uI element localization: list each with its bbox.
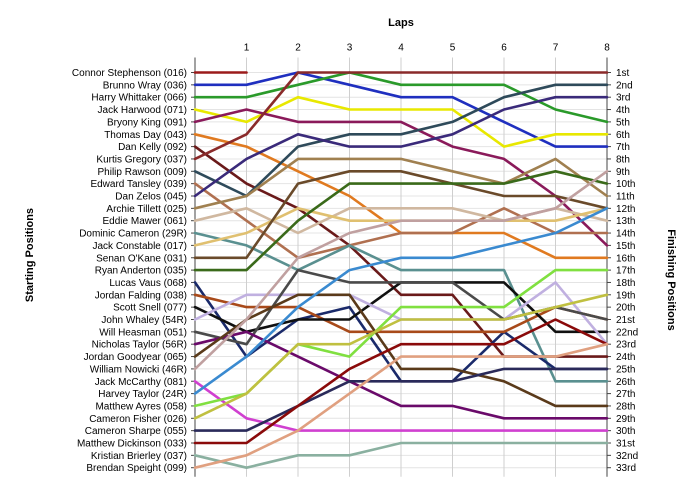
driver-label: Thomas Day (043) (104, 130, 187, 141)
finish-position-label: 7th (616, 142, 630, 153)
lap-tick-label: 5 (450, 43, 456, 54)
lap-tick-label: 2 (295, 43, 301, 54)
series-line (193, 367, 609, 432)
driver-label: Matthew Ayres (058) (95, 401, 187, 412)
series-line (193, 95, 609, 198)
lap-tick-label: 4 (398, 43, 404, 54)
finish-position-label: 2nd (616, 80, 633, 91)
driver-label: Will Heasman (051) (99, 327, 187, 338)
finish-position-label: 1st (616, 68, 630, 79)
lap-tick-label: 3 (347, 43, 353, 54)
driver-label: Cameron Fisher (026) (89, 414, 187, 425)
series-line (193, 83, 609, 198)
driver-label: Dan Zelos (045) (115, 192, 187, 203)
finish-position-label: 21st (616, 315, 635, 326)
driver-label: Harvey Taylor (24R) (98, 389, 187, 400)
driver-label: Nicholas Taylor (56R) (92, 340, 187, 351)
series-line (193, 342, 609, 470)
driver-label: Philip Rawson (009) (98, 167, 188, 178)
lap-tick-label: 7 (553, 43, 559, 54)
driver-label: Brunno Wray (036) (103, 80, 187, 91)
finish-position-label: 9th (616, 167, 630, 178)
finish-position-label: 17th (616, 266, 635, 277)
driver-label: Jack McCarthy (081) (95, 377, 187, 388)
driver-label: Eddie Mawer (061) (103, 216, 187, 227)
driver-label: Edward Tansley (039) (90, 179, 187, 190)
finish-position-label: 27th (616, 389, 635, 400)
finish-position-label: 16th (616, 253, 635, 264)
driver-label: Jack Constable (017) (93, 241, 188, 252)
finish-position-label: 14th (616, 229, 635, 240)
finish-position-label: 15th (616, 241, 635, 252)
grid (191, 57, 611, 477)
driver-label: John Whaley (54R) (101, 315, 187, 326)
series-line (193, 207, 609, 395)
series-line (193, 157, 609, 210)
driver-label: Dominic Cameron (29R) (79, 229, 187, 240)
series-lines (193, 71, 609, 470)
driver-label: Jordan Falding (038) (95, 290, 187, 301)
driver-label: William Nowicki (46R) (90, 364, 187, 375)
finish-position-label: 26th (616, 377, 635, 388)
driver-label: Kristian Brierley (037) (91, 451, 187, 462)
finish-position-label: 29th (616, 414, 635, 425)
finish-position-label: 33rd (616, 463, 636, 474)
finish-position-label: 22nd (616, 327, 638, 338)
finish-position-label: 18th (616, 278, 635, 289)
finish-position-label: 3rd (616, 93, 630, 104)
driver-label: Senan O'Kane (031) (96, 253, 187, 264)
series-line (193, 170, 609, 272)
right-axis-title: Finishing Positions (665, 229, 677, 330)
driver-label: Matthew Dickinson (033) (77, 439, 187, 450)
finish-position-label: 24th (616, 352, 635, 363)
series-line (193, 293, 609, 420)
series-line (193, 170, 609, 371)
driver-label: Archie Tillett (025) (106, 204, 187, 215)
driver-label: Harry Whittaker (066) (91, 93, 187, 104)
series-line (193, 293, 609, 408)
finish-position-label: 28th (616, 401, 635, 412)
driver-label: Ryan Anderton (035) (95, 266, 187, 277)
lap-tick-label: 1 (244, 43, 250, 54)
finish-position-label: 19th (616, 290, 635, 301)
series-line (193, 441, 609, 470)
finish-position-label: 30th (616, 426, 635, 437)
driver-label: Dan Kelly (092) (118, 142, 187, 153)
finish-position-label: 23rd (616, 340, 636, 351)
driver-label: Jack Harwood (071) (98, 105, 187, 116)
driver-label: Bryony King (091) (107, 117, 187, 128)
finish-position-label: 5th (616, 117, 630, 128)
driver-label: Connor Stephenson (016) (72, 68, 187, 79)
finish-position-label: 8th (616, 154, 630, 165)
top-axis-title: Laps (388, 17, 414, 29)
driver-label: Brendan Speight (099) (86, 463, 187, 474)
driver-label: Kurtis Gregory (037) (96, 154, 187, 165)
driver-label: Jordan Goodyear (065) (84, 352, 187, 363)
series-line (193, 71, 609, 161)
driver-label: Cameron Sharpe (055) (85, 426, 187, 437)
lap-tick-label: 6 (501, 43, 507, 54)
left-axis-title: Starting Positions (24, 208, 36, 302)
finish-position-label: 4th (616, 105, 630, 116)
finish-position-label: 10th (616, 179, 635, 190)
finish-position-label: 12th (616, 204, 635, 215)
series-line (193, 318, 609, 445)
finish-position-label: 31st (616, 439, 635, 450)
series-line (193, 170, 609, 260)
finish-position-label: 13th (616, 216, 635, 227)
finish-position-label: 32nd (616, 451, 638, 462)
finish-position-label: 6th (616, 130, 630, 141)
tick-labels: 1 2 3 4 5 6 7 8 Connor Stephenson (016)Brunno Wr… (72, 43, 638, 475)
lap-tick-label: 8 (604, 43, 610, 54)
driver-label: Lucas Vaus (068) (109, 278, 187, 289)
finish-position-label: 25th (616, 364, 635, 375)
finish-position-label: 20th (616, 303, 635, 314)
finish-position-label: 11th (616, 192, 635, 203)
driver-label: Scott Snell (077) (113, 303, 187, 314)
